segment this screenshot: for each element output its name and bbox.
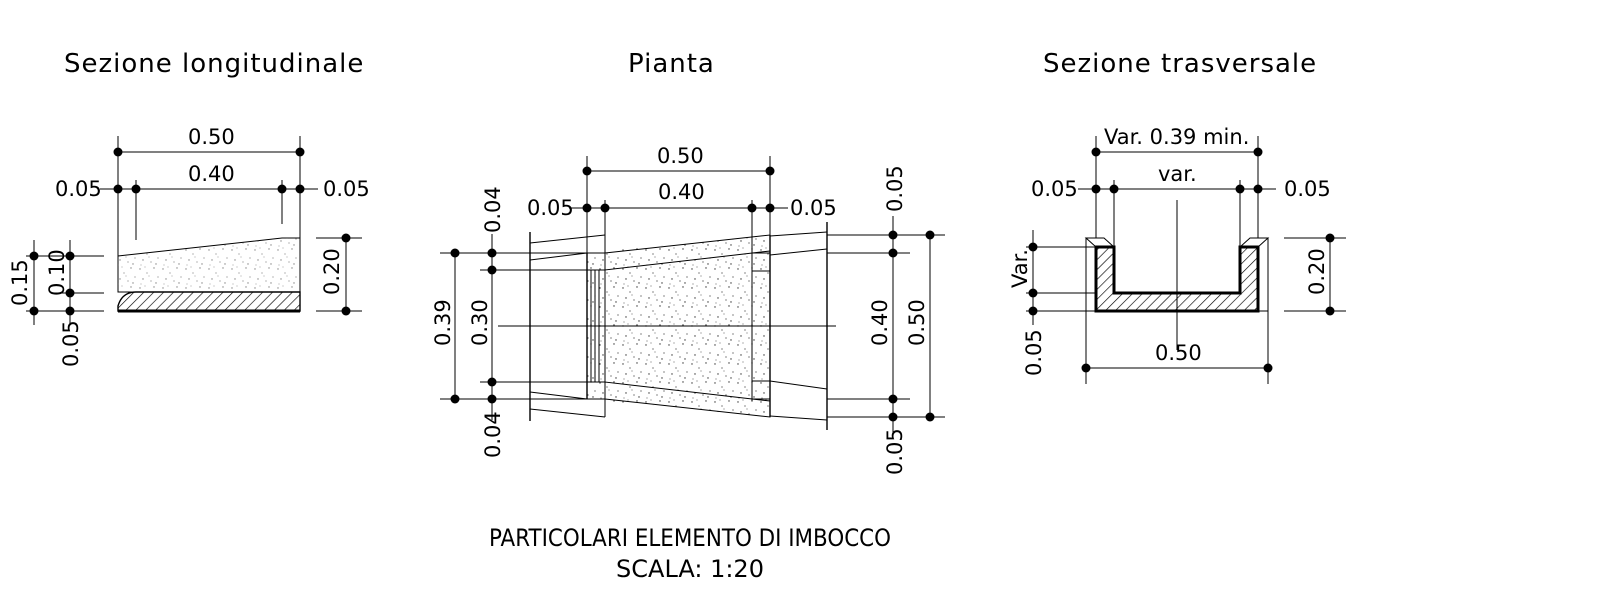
trans-inner-label: var. <box>1158 162 1197 186</box>
plan-top-left-label: 0.05 <box>527 196 574 220</box>
plan-top-inner-label: 0.40 <box>658 180 705 204</box>
long-inner-width-label: 0.40 <box>188 162 235 186</box>
title-longitudinal-section: Sezione longitudinale <box>64 49 364 79</box>
title-transversal-section: Sezione trasversale <box>1043 49 1317 79</box>
long-height-right-label: 0.20 <box>320 248 344 295</box>
long-right-offset-label: 0.05 <box>323 177 370 201</box>
trans-base-label: 0.05 <box>1022 329 1046 376</box>
plan-right-top-label: 0.05 <box>883 165 907 212</box>
plan-top-total-label: 0.50 <box>657 144 704 168</box>
plan-top-right-label: 0.05 <box>790 196 837 220</box>
plan-left-top-label: 0.04 <box>481 186 505 233</box>
long-total-width-label: 0.50 <box>188 125 235 149</box>
trans-left-height-label: Var. <box>1008 249 1032 288</box>
trans-top-total-label: Var. 0.39 min. <box>1104 125 1249 149</box>
plan-view: 0.50 0.40 0.05 0.05 0.04 0.39 0.30 0.04 … <box>431 144 945 475</box>
plan-right-bottom-label: 0.05 <box>883 428 907 475</box>
plan-right-inner-label: 0.40 <box>868 299 892 346</box>
long-height-mid-label: 0.10 <box>45 249 69 296</box>
transversal-u-channel <box>1096 247 1258 311</box>
long-left-offset-label: 0.05 <box>55 177 102 201</box>
long-height-left-label: 0.15 <box>8 259 32 306</box>
transversal-section: Var. 0.39 min. var. 0.05 0.05 Var. 0.05 … <box>1008 125 1346 384</box>
trans-left-offset-label: 0.05 <box>1031 177 1078 201</box>
trans-bottom-width-label: 0.50 <box>1155 341 1202 365</box>
plan-left-inner-label: 0.30 <box>468 299 492 346</box>
trans-right-offset-label: 0.05 <box>1284 177 1331 201</box>
title-plan: Pianta <box>628 49 715 79</box>
longitudinal-base-slab <box>118 292 300 311</box>
long-base-label: 0.05 <box>59 320 83 367</box>
trans-right-height-label: 0.20 <box>1305 248 1329 295</box>
plan-left-bottom-label: 0.04 <box>481 411 505 458</box>
plan-right-outer-label: 0.50 <box>905 299 929 346</box>
plan-left-outer-label: 0.39 <box>431 299 455 346</box>
caption-scale: SCALA: 1:20 <box>616 555 764 583</box>
longitudinal-section: 0.50 0.40 0.05 0.05 0.15 0.10 0.05 0.20 <box>8 125 370 367</box>
caption-title: PARTICOLARI ELEMENTO DI IMBOCCO <box>489 524 891 552</box>
